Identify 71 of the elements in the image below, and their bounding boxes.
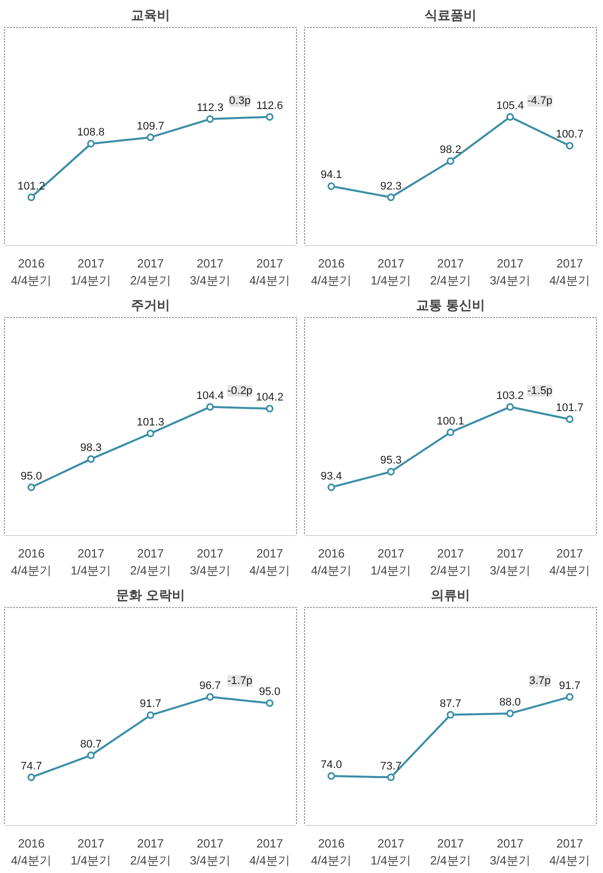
x-tick-label: 2017 1/4분기: [70, 836, 112, 868]
data-label: 95.0: [20, 470, 42, 482]
data-label: 98.3: [80, 442, 102, 454]
data-label: 104.2: [256, 392, 284, 404]
x-tick-label: 2017 3/4분기: [190, 546, 230, 578]
data-label: 95.0: [258, 686, 280, 698]
data-label: 112.3: [196, 102, 224, 114]
data-label: 101.3: [136, 416, 164, 428]
chart-title: 의류비: [431, 588, 470, 602]
data-label: 100.7: [556, 128, 584, 141]
x-tick-label: 2016 4/4분기: [10, 836, 52, 868]
x-tick-label: 2016 4/4분기: [10, 546, 52, 578]
x-tick-label: 2017 4/4분기: [549, 836, 590, 868]
data-label: 73.7: [380, 760, 402, 772]
x-tick-label: 2017 3/4분기: [490, 836, 530, 868]
x-tick-label: 2016 4/4분기: [10, 256, 52, 288]
data-label: 92.3: [380, 180, 402, 192]
text: 0.3p: [229, 94, 251, 107]
x-tick-label: 2016 4/4분기: [310, 256, 352, 288]
data-label: 87.7: [440, 698, 462, 710]
x-tick-label: 2017 2/4분기: [430, 256, 471, 288]
data-label: 112.6: [256, 100, 284, 112]
x-tick-label: 2017 1/4분기: [370, 546, 412, 578]
data-label: 101.7: [556, 402, 584, 414]
x-tick-label: 2017 4/4분기: [549, 546, 590, 578]
data-label: 74.7: [20, 760, 42, 772]
x-tick-label: 2017 3/4분기: [190, 836, 230, 868]
x-tick-label: 2017 3/4분기: [490, 256, 530, 288]
x-tick-label: 2017 1/4분기: [370, 836, 412, 868]
x-tick-label: 2017 2/4분기: [130, 836, 171, 868]
x-tick-label: 2017 4/4분기: [249, 546, 290, 578]
data-label: 94.1: [320, 169, 342, 182]
data-label: 74.0: [320, 758, 342, 771]
x-tick-label: 2017 4/4분기: [249, 836, 290, 868]
text: -1.7p: [227, 674, 252, 687]
chart-title: 문화 오락비: [116, 588, 185, 602]
chart-title: 주거비: [131, 298, 170, 312]
chart-title: 식료품비: [424, 8, 476, 22]
x-tick-label: 2017 4/4분기: [549, 256, 590, 288]
chart-title: 교육비: [131, 8, 170, 22]
x-tick-label: 2016 4/4분기: [310, 546, 352, 578]
data-label: 105.4: [496, 100, 524, 112]
x-tick-label: 2017 2/4분기: [430, 836, 471, 868]
x-tick-label: 2017 4/4분기: [249, 256, 290, 288]
data-label: 95.3: [380, 454, 402, 467]
data-label: 109.7: [136, 120, 164, 132]
x-tick-label: 2017 2/4분기: [130, 546, 171, 578]
x-tick-label: 2017 3/4분기: [490, 546, 530, 578]
data-label: 103.2: [496, 390, 524, 402]
chart-title: 교통 통신비: [416, 298, 485, 312]
data-label: 93.4: [320, 470, 342, 482]
data-label: 100.1: [436, 415, 464, 428]
x-tick-label: 2017 1/4분기: [70, 256, 112, 288]
x-tick-label: 2017 1/4분기: [70, 546, 112, 578]
text: 3.7p: [529, 674, 551, 687]
x-tick-label: 2017 2/4분기: [130, 256, 171, 288]
x-tick-label: 2016 4/4분기: [310, 836, 352, 868]
x-tick-label: 2017 2/4분기: [430, 546, 471, 578]
text: -1.5p: [527, 384, 552, 397]
text: -0.2p: [227, 384, 252, 397]
data-label: 98.2: [440, 144, 462, 156]
data-label: 104.4: [196, 390, 224, 402]
text: -4.7p: [527, 94, 552, 107]
data-label: 88.0: [499, 696, 521, 708]
x-tick-label: 2017 1/4분기: [370, 256, 412, 288]
x-tick-label: 2017 3/4분기: [190, 256, 230, 288]
data-label: 91.7: [558, 680, 580, 692]
data-label: 108.8: [77, 126, 105, 139]
data-label: 80.7: [80, 738, 102, 750]
data-label: 96.7: [199, 680, 221, 692]
data-label: 91.7: [140, 698, 162, 710]
